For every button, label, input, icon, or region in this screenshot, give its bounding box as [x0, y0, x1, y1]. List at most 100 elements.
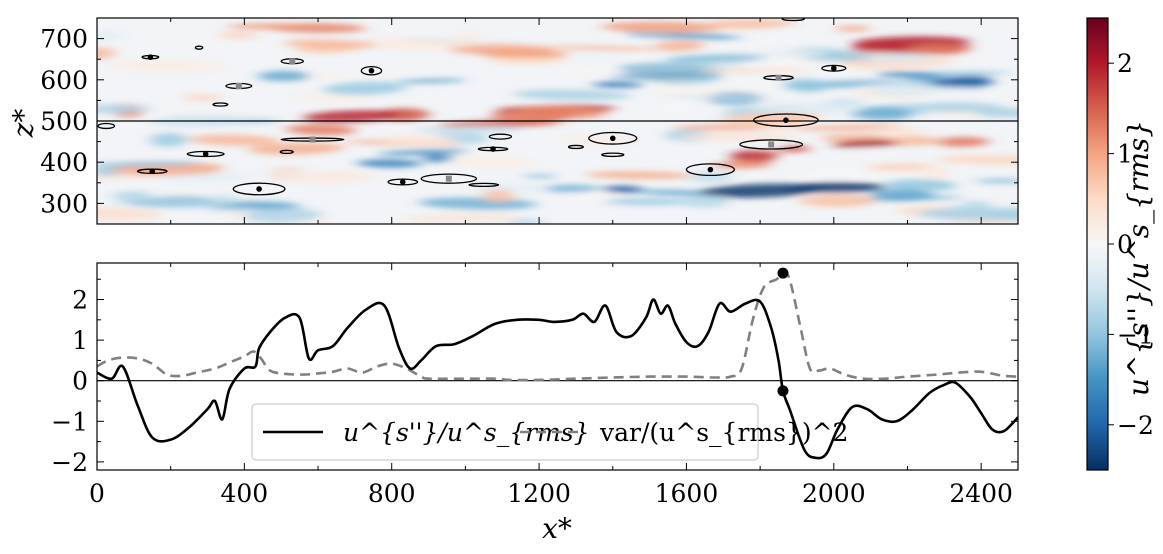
- structure-contour: [420, 173, 478, 184]
- structure-centroid: [490, 146, 496, 152]
- heatmap-streak: [927, 78, 995, 87]
- heatmap-streak: [111, 191, 151, 198]
- colorbar-ticks: −2 −1 0 1 2: [1108, 49, 1154, 440]
- structure-contours: [97, 18, 847, 196]
- heatmap-streak: [248, 142, 346, 155]
- structure-contour: [97, 122, 116, 130]
- structure-contour: [739, 139, 804, 150]
- heatmap-streak: [662, 95, 773, 101]
- heatmap-streak: [303, 110, 401, 123]
- structure-contour: [279, 149, 294, 155]
- heatmap-streak: [97, 174, 150, 181]
- heatmap-y-tick-labels: 300 400 500 600 700: [40, 25, 88, 219]
- line-y-tick-label: 1: [72, 326, 88, 355]
- heatmap-streak: [906, 43, 968, 55]
- heatmap-streak: [673, 124, 781, 131]
- heatmap-streak: [286, 124, 357, 136]
- structure-contour: [212, 102, 229, 107]
- heatmap-streak: [559, 65, 626, 75]
- heatmap-streak: [832, 139, 899, 148]
- heatmap-streak: [97, 206, 164, 221]
- heatmap-streak: [115, 196, 235, 208]
- heatmap-streak: [870, 189, 935, 202]
- line-x-tick-label: 2400: [949, 479, 1013, 508]
- heatmap-streak: [917, 207, 1018, 221]
- heatmap-streak: [876, 71, 943, 78]
- structure-contour: [360, 65, 383, 76]
- heatmap-streak: [542, 184, 600, 193]
- heatmap-streak: [850, 106, 914, 121]
- structure-marker: [235, 82, 242, 89]
- heatmap-streak: [835, 25, 871, 32]
- heatmap-streak: [874, 127, 924, 138]
- heatmap-streak: [507, 219, 546, 224]
- highlight-markers: [777, 267, 789, 397]
- structure-marker: [768, 141, 775, 148]
- structure-centroid: [368, 67, 375, 74]
- line-x-tick-label: 1600: [655, 479, 719, 508]
- velocity-series-line: [97, 298, 1018, 460]
- heatmap-streaks: [97, 18, 1018, 224]
- heatmap-streak: [936, 154, 1018, 165]
- legend-label-velocity: u^{s''}/u^s_{rms}: [343, 418, 590, 447]
- heatmap-streak: [216, 32, 258, 39]
- line-plot-frame: [96, 262, 1019, 471]
- heatmap-streak: [976, 107, 1018, 118]
- heatmap-streak: [852, 53, 936, 63]
- heatmap-streak: [975, 178, 1018, 184]
- structure-contour: [588, 131, 638, 145]
- heatmap-streak: [786, 182, 886, 193]
- heatmap-streak: [676, 132, 801, 142]
- structure-marker: [775, 74, 782, 81]
- heatmap-streak: [452, 31, 483, 46]
- structure-marker: [309, 136, 316, 143]
- line-y-tick-label: 0: [72, 367, 88, 396]
- heatmap-streak: [379, 134, 456, 145]
- line-x-tick-label: 400: [221, 479, 269, 508]
- heatmap-streak: [283, 39, 378, 49]
- heatmap-streak: [717, 114, 815, 125]
- heatmap-streak: [405, 214, 521, 221]
- line-x-tick-label: 2000: [802, 479, 866, 508]
- colorbar-label: u^{s''}/u^s_{rms}: [1122, 120, 1155, 396]
- structure-centroid: [831, 65, 837, 72]
- heatmap-streak: [397, 78, 466, 84]
- heatmap-y-axis-label: z*: [7, 109, 40, 139]
- heatmap-streak: [107, 59, 225, 73]
- colorbar-tick-label: −1: [1117, 320, 1154, 349]
- line-x-tick-label: 800: [368, 479, 416, 508]
- heatmap-streak: [188, 134, 280, 146]
- heatmap-streak: [602, 185, 644, 194]
- heatmap-streak: [917, 166, 951, 180]
- structure-centroid: [202, 151, 209, 157]
- colorbar-gradient: [1086, 17, 1109, 471]
- heatmap-y-tick-label: 500: [40, 107, 88, 136]
- legend-box: [251, 403, 759, 461]
- structure-marker: [445, 175, 452, 182]
- heatmap-streak: [866, 163, 938, 172]
- legend: u^{s''}/u^s_{rms} var/(u^s_{rms})^2: [251, 403, 848, 461]
- heatmap-streak: [97, 104, 150, 114]
- line-x-tick-label: 0: [89, 479, 105, 508]
- heatmap-streak: [778, 145, 811, 153]
- heatmap-streak: [735, 57, 848, 70]
- heatmap-y-tick-label: 300: [40, 189, 88, 218]
- heatmap-streak: [542, 45, 661, 51]
- structure-contour: [194, 45, 204, 50]
- structure-centroid: [783, 117, 789, 123]
- heatmap-streak: [794, 125, 903, 131]
- colorbar-tick-label: 2: [1117, 49, 1133, 78]
- line-y-tick-label: −1: [51, 407, 88, 436]
- heatmap-streak: [848, 147, 895, 154]
- colorbar: −2 −1 0 1 2 u^{s''}/u^s_{rms}: [1086, 17, 1155, 471]
- heatmap-streak: [585, 171, 694, 179]
- heatmap-y-tick-label: 700: [40, 25, 88, 54]
- colorbar-tick-label: 0: [1117, 230, 1133, 259]
- line-y-tick-label: 2: [72, 286, 88, 315]
- heatmap-streak: [482, 189, 515, 203]
- heatmap-streak: [523, 173, 557, 179]
- heatmap-streak: [617, 62, 727, 77]
- structure-contour: [821, 64, 847, 72]
- heatmap-streak: [513, 89, 631, 101]
- heatmap-streak: [601, 21, 723, 33]
